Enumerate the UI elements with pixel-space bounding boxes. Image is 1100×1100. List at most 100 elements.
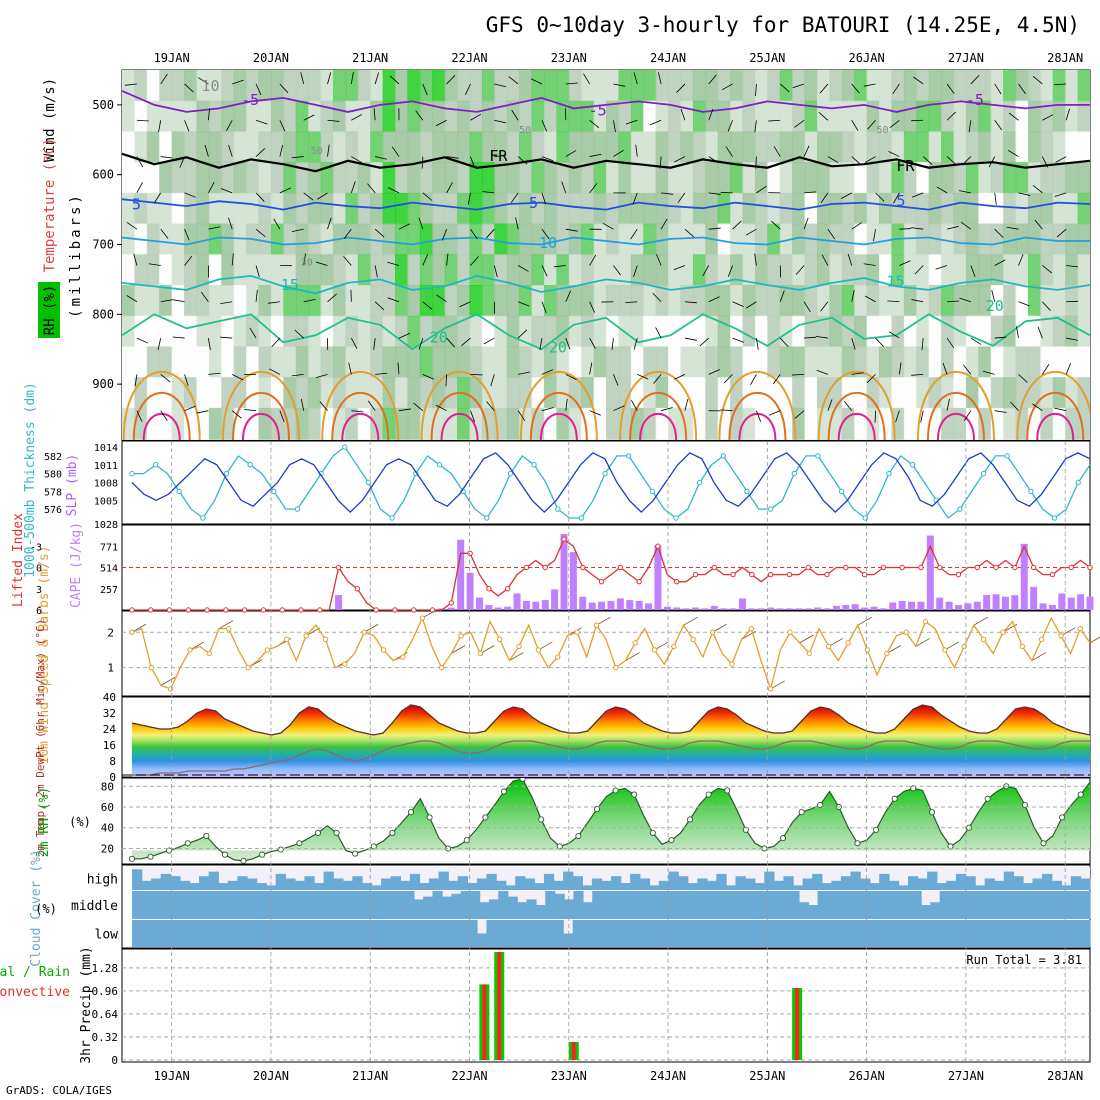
cloud-cell bbox=[237, 876, 248, 890]
rh-cell bbox=[1027, 162, 1042, 194]
wind-barb bbox=[864, 295, 876, 303]
wind-barb bbox=[126, 222, 138, 230]
pressure-label: 500 bbox=[92, 98, 114, 112]
lifted-index-line-point bbox=[148, 607, 154, 613]
wind-barb bbox=[441, 229, 448, 241]
rh-point bbox=[817, 801, 824, 808]
rh-cell bbox=[395, 377, 409, 409]
wind-barb bbox=[899, 260, 911, 266]
rh-cell bbox=[941, 100, 955, 133]
rh-cell bbox=[543, 70, 558, 102]
rh-cell bbox=[1052, 285, 1067, 317]
rh-cell bbox=[494, 254, 508, 287]
rh-cell bbox=[283, 70, 297, 102]
rh-cell bbox=[519, 315, 533, 348]
rh-cell bbox=[680, 254, 694, 287]
rh-axis-title: RH (%) bbox=[42, 285, 58, 336]
rh-area-group bbox=[128, 778, 1090, 864]
wind-barb bbox=[895, 410, 900, 423]
wind-barb bbox=[756, 185, 767, 194]
rh-cell bbox=[407, 100, 421, 133]
cape-bar bbox=[936, 597, 944, 610]
rh-cell bbox=[531, 407, 545, 440]
contour-label: -5 bbox=[966, 91, 984, 109]
rh-cell bbox=[159, 131, 173, 164]
warm-contour bbox=[221, 371, 300, 440]
wind-barb bbox=[946, 156, 957, 165]
rh-cell bbox=[320, 346, 334, 379]
wind-speed-line-point bbox=[690, 636, 696, 643]
cloud-cell bbox=[620, 883, 631, 890]
rh-cell bbox=[990, 100, 1005, 133]
cloud-cell bbox=[438, 871, 449, 890]
rh-cell bbox=[990, 192, 1005, 225]
cape-bar bbox=[541, 600, 549, 610]
rh-cell bbox=[444, 254, 459, 287]
wind-speed-line-point bbox=[806, 650, 813, 657]
rh-cell bbox=[730, 315, 744, 348]
cloud-cell bbox=[879, 920, 890, 947]
thickness-line-point bbox=[649, 488, 656, 495]
rh-cell bbox=[668, 70, 682, 102]
rh-cell bbox=[816, 254, 831, 287]
wind-barb bbox=[1034, 219, 1043, 230]
cape-bar bbox=[532, 601, 540, 610]
warm-contour bbox=[837, 413, 876, 440]
wind-barb bbox=[911, 192, 924, 198]
wind-barb bbox=[1018, 254, 1024, 266]
cloud-cell bbox=[371, 885, 382, 890]
rh-cell bbox=[941, 407, 955, 440]
precip-tick-label: 0 bbox=[111, 1054, 118, 1067]
rh-cell bbox=[184, 315, 198, 348]
rh-cell bbox=[246, 315, 260, 348]
day-gridlines bbox=[171, 441, 1066, 1062]
rh-cell bbox=[258, 162, 272, 194]
cape-bar bbox=[889, 602, 897, 610]
cape-bar bbox=[438, 608, 446, 610]
wind-barb bbox=[613, 405, 625, 412]
rh-cell bbox=[1065, 315, 1079, 348]
wind-barb bbox=[988, 156, 996, 168]
rh-cell bbox=[1052, 192, 1067, 225]
rh-cell bbox=[494, 285, 508, 317]
wind-barb bbox=[756, 410, 762, 423]
rh-cell bbox=[581, 70, 595, 102]
cloud-cell bbox=[1080, 920, 1091, 947]
wind-barb bbox=[327, 217, 332, 230]
wind-barb bbox=[541, 369, 554, 375]
rh-cell bbox=[680, 70, 694, 102]
day-label-bottom: 28JAN bbox=[1047, 1069, 1083, 1083]
cape-bar bbox=[1011, 595, 1019, 610]
wind-barb bbox=[676, 83, 686, 93]
wind-barb bbox=[821, 254, 829, 266]
rh-cell bbox=[916, 377, 930, 409]
rh-cell bbox=[419, 131, 434, 164]
wind-barb bbox=[804, 336, 817, 339]
rh-cell bbox=[742, 285, 756, 317]
rh-cell bbox=[1040, 407, 1054, 440]
cloud-cell bbox=[955, 920, 967, 947]
rh-cell bbox=[866, 70, 881, 102]
cloud-cell bbox=[554, 893, 565, 919]
wind-barb bbox=[220, 336, 233, 339]
wind-barb bbox=[699, 337, 710, 347]
cloud-cell bbox=[907, 920, 919, 947]
wind-speed-line-point bbox=[903, 629, 909, 635]
day-label-bottom: 26JAN bbox=[849, 1069, 885, 1083]
rh-cell bbox=[308, 223, 322, 256]
rh-cell bbox=[332, 100, 347, 133]
rh-cell bbox=[419, 346, 434, 379]
rh-cell bbox=[705, 131, 719, 164]
wind-barb bbox=[565, 150, 577, 157]
wind-barb bbox=[720, 191, 733, 194]
cloud-cell bbox=[361, 920, 373, 947]
rh-point bbox=[873, 826, 880, 833]
rh-cell bbox=[270, 70, 285, 102]
rh-cell bbox=[283, 162, 297, 194]
cloud-cell bbox=[764, 920, 775, 947]
cloud-cell bbox=[486, 873, 497, 890]
cloud-cell bbox=[169, 891, 180, 919]
rh-cell bbox=[457, 346, 471, 379]
cloud-cell bbox=[668, 920, 679, 947]
